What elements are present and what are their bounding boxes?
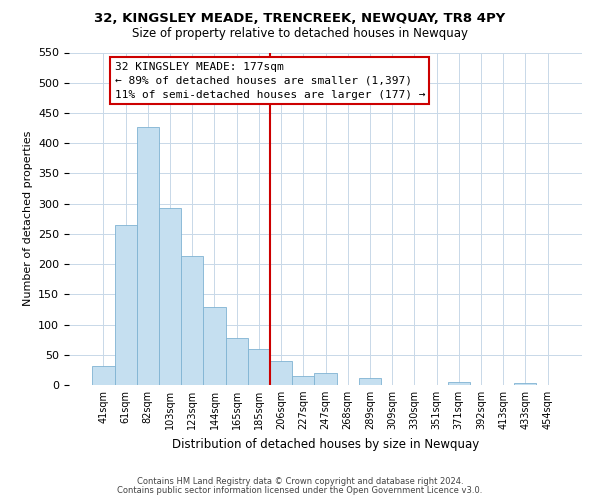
Bar [514, 382, 536, 385]
Bar [292, 376, 314, 385]
Bar [159, 208, 181, 385]
Bar [359, 378, 381, 385]
Text: 32, KINGSLEY MEADE, TRENCREEK, NEWQUAY, TR8 4PY: 32, KINGSLEY MEADE, TRENCREEK, NEWQUAY, … [94, 12, 506, 26]
Bar [203, 307, 226, 385]
Text: 32 KINGSLEY MEADE: 177sqm
← 89% of detached houses are smaller (1,397)
11% of se: 32 KINGSLEY MEADE: 177sqm ← 89% of detac… [115, 62, 425, 100]
Text: Size of property relative to detached houses in Newquay: Size of property relative to detached ho… [132, 28, 468, 40]
Bar [248, 348, 270, 385]
Bar [115, 225, 137, 385]
Bar [314, 373, 337, 385]
Y-axis label: Number of detached properties: Number of detached properties [23, 131, 32, 306]
Bar [448, 382, 470, 385]
Bar [181, 256, 203, 385]
Bar [92, 366, 115, 385]
Text: Contains HM Land Registry data © Crown copyright and database right 2024.: Contains HM Land Registry data © Crown c… [137, 477, 463, 486]
X-axis label: Distribution of detached houses by size in Newquay: Distribution of detached houses by size … [172, 438, 479, 450]
Bar [137, 127, 159, 385]
Bar [270, 361, 292, 385]
Text: Contains public sector information licensed under the Open Government Licence v3: Contains public sector information licen… [118, 486, 482, 495]
Bar [226, 338, 248, 385]
